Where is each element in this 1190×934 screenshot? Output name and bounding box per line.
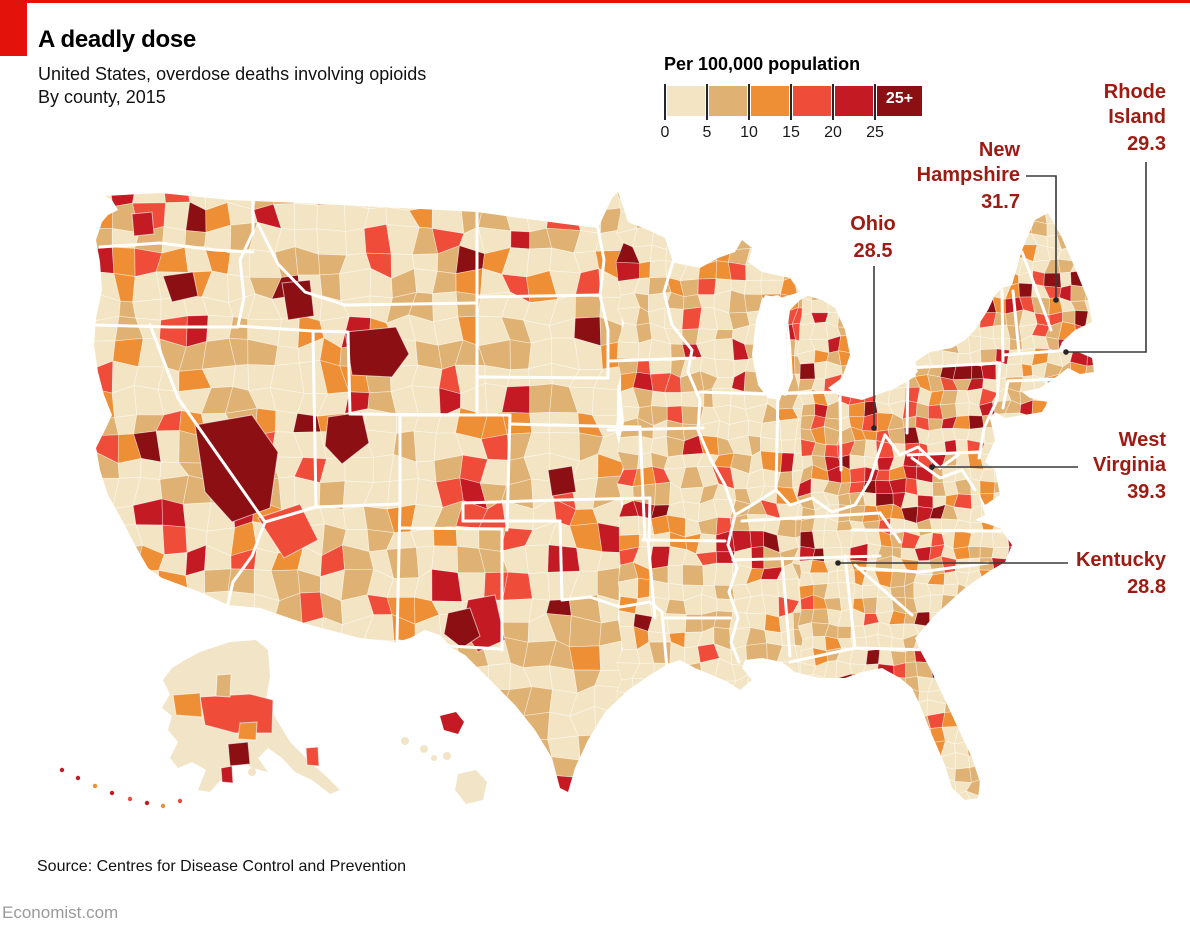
leader-dot (871, 425, 877, 431)
annotation-state-name: New (978, 139, 1020, 161)
annotation-value: 29.3 (1127, 133, 1166, 155)
annotation-state-name: Rhode (1103, 81, 1166, 103)
annotation-value: 28.8 (1127, 576, 1166, 598)
legend-tick (664, 84, 666, 120)
aleutian-island (177, 798, 183, 804)
annotation-kentucky: Kentucky 28.8 (1050, 548, 1166, 600)
legend-tick-label: 0 (660, 124, 670, 141)
annotation-leader-lines (835, 162, 1147, 566)
subtitle: United States, overdose deaths involving… (38, 63, 426, 109)
legend-swatch-5 (877, 86, 922, 116)
subtitle-line1: United States, overdose deaths involving… (38, 64, 427, 84)
annotation-ohio: Ohio 28.5 (838, 212, 908, 264)
annotation-state-name: West (1118, 429, 1166, 451)
legend-swatch-4 (835, 86, 873, 116)
legend-tick (748, 84, 750, 120)
annotation-value: 39.3 (1127, 481, 1166, 503)
header: A deadly dose United States, overdose de… (38, 26, 426, 109)
annotation-state-name: Kentucky (1075, 549, 1166, 571)
legend-tick (832, 84, 834, 120)
legend-tick (874, 84, 876, 120)
legend-tick (706, 84, 708, 120)
aleutian-island (144, 800, 150, 806)
subtitle-line2: By county, 2015 (38, 87, 166, 107)
aleutian-island (160, 803, 166, 809)
leader-dot (929, 464, 935, 470)
legend-top-bin-label: 25+ (885, 90, 914, 107)
legend-title: Per 100,000 population (664, 54, 861, 74)
legend-swatch-0 (667, 86, 705, 116)
aleutian-island (92, 783, 98, 789)
alaska-map (59, 640, 340, 809)
legend-tick-label: 5 (702, 124, 712, 141)
legend-tick-label: 25 (866, 124, 884, 141)
legend-color-scale: 0 5 10 15 20 25 25+ (661, 84, 944, 142)
annotation-west-virginia: West Virginia 39.3 (1050, 428, 1166, 505)
hawaii-map (401, 712, 487, 804)
economist-com-credit: Economist.com (2, 903, 119, 922)
leader-dot (835, 560, 841, 566)
annotation-rhode-island: Rhode Island 29.3 (1050, 80, 1166, 157)
legend-swatch-3 (793, 86, 831, 116)
legend-swatch-1 (709, 86, 747, 116)
economist-red-tab (0, 0, 27, 56)
legend-swatch-2 (751, 86, 789, 116)
aleutian-island (59, 767, 65, 773)
leader-dot (1063, 349, 1069, 355)
source-note: Source: Centres for Disease Control and … (37, 858, 407, 875)
legend-tick-label: 15 (782, 124, 800, 141)
annotation-state-name: Virginia (1093, 454, 1166, 476)
lake-michigan (757, 295, 793, 396)
aleutian-island (75, 775, 81, 781)
annotation-value: 31.7 (981, 191, 1020, 213)
annotation-state-name: Hampshire (916, 164, 1020, 186)
legend: Per 100,000 population 0 5 10 15 20 25 25+ (661, 54, 944, 142)
annotation-value: 28.5 (853, 240, 893, 262)
aleutian-island (109, 790, 115, 796)
aleutian-island (127, 796, 133, 802)
legend-tick-label: 10 (740, 124, 758, 141)
kodiak-island (248, 768, 256, 776)
annotation-state-name: Island (1108, 106, 1166, 128)
annotation-state-name: Ohio (850, 213, 896, 235)
top-rule (0, 0, 1190, 3)
legend-tick-label: 20 (824, 124, 842, 141)
leader-dot (1053, 297, 1059, 303)
legend-tick (790, 84, 792, 120)
page-title: A deadly dose (38, 26, 196, 53)
annotation-new-hampshire: New Hampshire 31.7 (905, 138, 1020, 215)
